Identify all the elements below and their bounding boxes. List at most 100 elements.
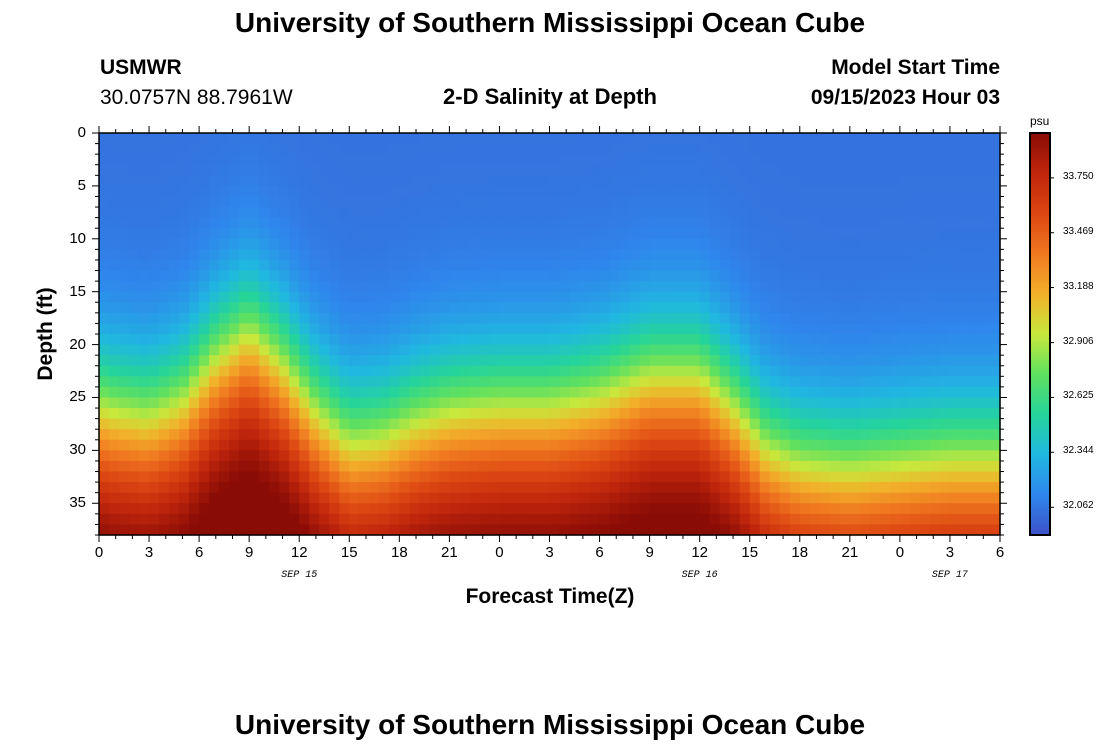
heatmap-cell (529, 164, 541, 176)
heatmap-cell (119, 228, 130, 240)
heatmap-cell (849, 503, 861, 515)
heatmap-cell (739, 185, 751, 198)
heatmap-cell (719, 408, 731, 420)
heatmap-cell (359, 228, 370, 240)
heatmap-cell (929, 397, 941, 409)
heatmap-cell (559, 460, 571, 473)
heatmap-cell (339, 482, 350, 494)
heatmap-cell (149, 482, 160, 494)
heatmap-cell (259, 408, 270, 420)
heatmap-cell (229, 175, 240, 187)
heatmap-cell (579, 524, 591, 536)
heatmap-cell (249, 175, 260, 187)
heatmap-cell (959, 460, 971, 473)
heatmap-cell (759, 397, 771, 409)
heatmap-cell (849, 408, 861, 420)
heatmap-cell (399, 418, 410, 430)
heatmap-cell (589, 196, 601, 208)
heatmap-cell (199, 196, 210, 208)
heatmap-cell (349, 312, 360, 325)
heatmap-cell (659, 207, 671, 219)
heatmap-cell (979, 386, 991, 399)
heatmap-cell (159, 460, 170, 473)
heatmap-cell (439, 492, 450, 504)
heatmap-cell (189, 207, 200, 219)
heatmap-cell (179, 524, 190, 536)
heatmap-cell (619, 185, 631, 198)
heatmap-cell (749, 355, 761, 367)
heatmap-cell (549, 408, 561, 420)
heatmap-cell (659, 228, 671, 240)
heatmap-cell (259, 439, 270, 451)
heatmap-cell (599, 524, 611, 536)
heatmap-cell (719, 397, 731, 409)
x-tick-label: 6 (995, 544, 1005, 561)
heatmap-cell (629, 503, 641, 515)
heatmap-cell (349, 376, 360, 388)
heatmap-cell (959, 386, 971, 399)
heatmap-cell (559, 207, 571, 219)
heatmap-cell (159, 133, 170, 145)
heatmap-cell (219, 259, 230, 272)
heatmap-cell (859, 249, 871, 261)
heatmap-cell (429, 270, 440, 282)
heatmap-cell (499, 408, 511, 420)
heatmap-cell (329, 471, 340, 483)
heatmap-cell (99, 154, 110, 166)
heatmap-cell (849, 355, 861, 367)
heatmap-cell (799, 439, 811, 451)
heatmap-cell (739, 408, 751, 420)
heatmap-cell (119, 175, 130, 187)
heatmap-cell (989, 397, 1001, 409)
heatmap-cell (339, 376, 350, 388)
heatmap-cell (179, 185, 190, 198)
heatmap-cell (559, 492, 571, 504)
heatmap-cell (519, 355, 531, 367)
colorbar-segment (1030, 169, 1050, 172)
heatmap-cell (419, 185, 430, 198)
heatmap-cell (749, 133, 761, 145)
heatmap-cell (459, 376, 471, 388)
heatmap-cell (679, 154, 691, 166)
heatmap-cell (99, 492, 110, 504)
heatmap-cell (249, 154, 260, 166)
heatmap-cell (469, 492, 481, 504)
heatmap-cell (779, 259, 791, 272)
heatmap-cell (399, 450, 410, 462)
heatmap-cell (319, 228, 330, 240)
heatmap-cell (579, 175, 591, 187)
heatmap-cell (389, 154, 400, 166)
heatmap-cell (929, 185, 941, 198)
heatmap-cell (249, 291, 260, 303)
heatmap-cell (849, 259, 861, 272)
heatmap-cell (709, 281, 721, 293)
heatmap-cell (479, 365, 491, 377)
heatmap-cell (419, 154, 430, 166)
heatmap-cell (199, 355, 210, 367)
heatmap-cell (959, 312, 971, 325)
heatmap-cell (809, 259, 821, 272)
heatmap-cell (739, 228, 751, 240)
heatmap-cell (159, 228, 170, 240)
heatmap-cell (679, 365, 691, 377)
heatmap-cell (789, 238, 801, 250)
heatmap-cell (819, 397, 831, 409)
heatmap-cell (819, 492, 831, 504)
colorbar-segment (1030, 476, 1050, 480)
heatmap-cell (729, 154, 741, 166)
heatmap-cell (559, 302, 571, 314)
colorbar-segment (1030, 494, 1050, 498)
heatmap-cell (449, 365, 460, 377)
heatmap-cell (229, 418, 240, 430)
heatmap-cell (839, 323, 851, 335)
heatmap-cell (239, 302, 250, 314)
heatmap-cell (419, 365, 430, 377)
heatmap-cell (799, 249, 811, 261)
heatmap-cell (689, 312, 701, 325)
heatmap-cell (449, 344, 460, 356)
heatmap-cell (539, 365, 551, 377)
heatmap-cell (509, 302, 521, 314)
heatmap-cell (469, 323, 481, 335)
heatmap-cell (379, 408, 390, 420)
heatmap-cell (119, 355, 130, 367)
